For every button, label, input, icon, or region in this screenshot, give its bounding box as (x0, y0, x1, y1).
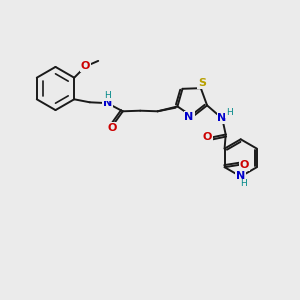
Text: N: N (103, 98, 112, 108)
Text: S: S (198, 78, 206, 88)
Text: O: O (81, 61, 90, 71)
Text: H: H (226, 108, 233, 117)
Text: N: N (184, 112, 194, 122)
Text: H: H (104, 92, 111, 100)
Text: O: O (240, 160, 249, 170)
Text: H: H (240, 179, 247, 188)
Text: N: N (236, 172, 245, 182)
Text: O: O (202, 133, 212, 142)
Text: N: N (218, 113, 227, 123)
Text: O: O (108, 123, 117, 133)
